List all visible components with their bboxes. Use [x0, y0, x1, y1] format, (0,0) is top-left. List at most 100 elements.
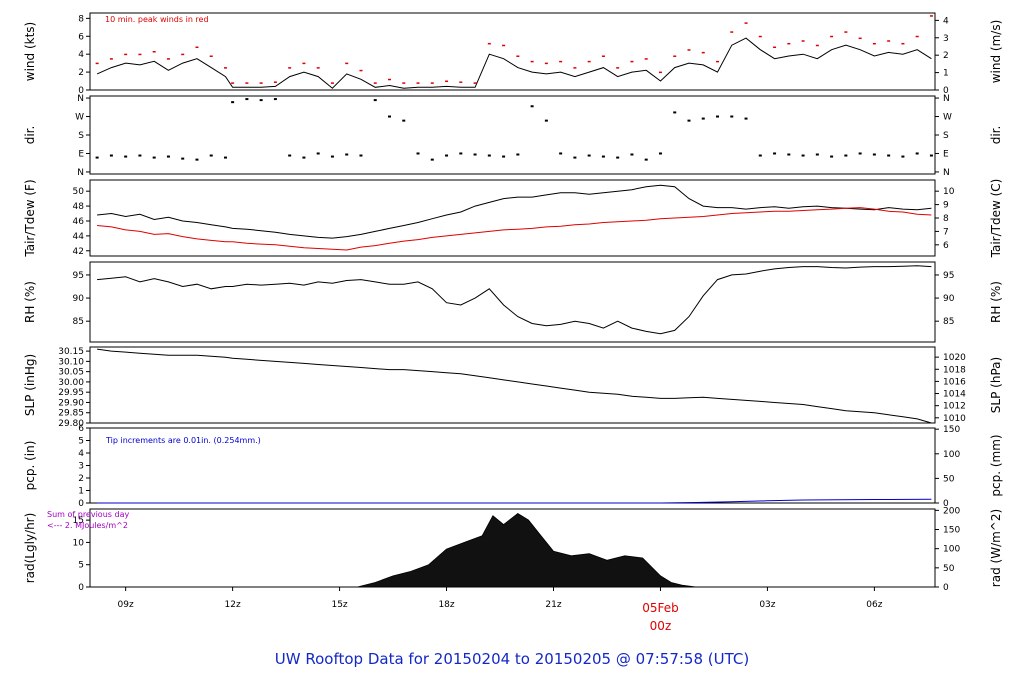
temp-right-tick-label: 8 [943, 214, 949, 224]
dir-point [858, 152, 862, 155]
wind-peak-mark [544, 62, 548, 65]
wind-peak-mark [430, 82, 434, 84]
x-day-label: 05Feb [642, 601, 679, 615]
wind-peak-mark [109, 58, 113, 60]
slp-left-tick-label: 30.10 [58, 357, 84, 367]
wind-peak-mark [330, 82, 334, 84]
wind-peak-mark [616, 67, 620, 69]
pcp-left-tick-label: 3 [78, 462, 84, 472]
dir-point [530, 105, 534, 108]
wind-peak-mark [587, 60, 591, 63]
dir-point [687, 119, 691, 122]
x-tick-label: 18z [438, 600, 454, 610]
dir-left-tick-label: E [78, 149, 84, 159]
rh-series-0 [97, 265, 932, 335]
dir-point [872, 153, 876, 156]
wind-peak-mark [245, 82, 249, 84]
dir-point [109, 154, 113, 157]
wind-peak-mark [373, 82, 377, 84]
dir-point [616, 156, 620, 159]
pcp-left-tick-label: 2 [78, 474, 84, 484]
wind-peak-mark [459, 81, 463, 83]
dir-right-tick-label: W [943, 113, 952, 123]
dir-point [459, 152, 463, 155]
wind-peak-mark [915, 35, 919, 38]
dir-ylabel-right: dir. [989, 126, 1003, 145]
wind-peak-mark [815, 44, 819, 47]
wind-peak-mark [858, 37, 862, 40]
pcp-right-tick-label: 0 [943, 499, 949, 509]
slp-series-0 [97, 348, 932, 424]
temp-ylabel: Tair/Tdew (F) [23, 179, 37, 257]
dir-point [245, 98, 249, 101]
dir-point [787, 153, 791, 156]
wind-right-tick-label: 4 [943, 16, 949, 26]
pcp-left-tick-label: 5 [78, 437, 84, 447]
rad-ylabel: rad(Lgly/hr) [23, 513, 37, 584]
temp-left-tick-label: 46 [73, 217, 85, 227]
rh-frame [89, 261, 936, 343]
pcp-right-tick-label: 150 [943, 425, 960, 435]
rad-annotation-2: <--- 2. MJoules/m^2 [47, 521, 128, 530]
wind-peak-mark [887, 40, 891, 42]
wind-peak-mark [345, 62, 349, 65]
wind-peak-mark [516, 55, 520, 57]
rad-annotation: Sum of previous day [47, 510, 129, 519]
pcp-left-tick-label: 6 [78, 424, 84, 434]
wind-peak-mark [716, 60, 720, 63]
dir-point [195, 158, 199, 161]
dir-point [209, 154, 213, 157]
rad-right-tick-label: 150 [943, 526, 960, 536]
dir-left-tick-label: W [75, 113, 84, 123]
pcp-ylabel: pcp. (in) [23, 441, 37, 491]
temp-right-tick-label: 7 [943, 227, 949, 237]
wind-peak-mark [316, 67, 320, 69]
dir-frame [89, 95, 936, 175]
dir-right-tick-label: N [943, 168, 950, 178]
wind-peak-mark [559, 60, 563, 63]
dir-point [516, 153, 520, 156]
rad-area [97, 513, 932, 588]
wind-peak-mark [758, 35, 762, 38]
wind-peak-mark [630, 60, 634, 63]
wind-peak-mark [872, 42, 876, 45]
wind-peak-mark [673, 55, 677, 57]
wind-peak-mark [487, 42, 491, 45]
rh-right-tick-label: 85 [943, 317, 954, 327]
wind-peak-mark [601, 55, 605, 57]
dir-point [416, 152, 420, 155]
dir-point [152, 156, 156, 159]
rh-right-tick-label: 90 [943, 294, 955, 304]
temp-left-tick-label: 42 [73, 247, 84, 257]
dir-point [273, 98, 277, 101]
temp-left-tick-label: 48 [73, 202, 85, 212]
rh-left-tick-label: 85 [73, 317, 84, 327]
wind-peak-mark [445, 80, 449, 83]
slp-left-tick-label: 29.95 [58, 388, 84, 398]
wind-peak-mark [730, 31, 734, 33]
dir-point [716, 115, 720, 118]
x-tick-label: 15z [331, 600, 347, 610]
wind-peak-mark [801, 40, 805, 42]
dir-point [316, 152, 320, 155]
rh-ylabel: RH (%) [23, 281, 37, 323]
rh-left-tick-label: 90 [73, 294, 85, 304]
chart-title: UW Rooftop Data for 20150204 to 20150205… [274, 650, 750, 668]
rad-right-tick-label: 200 [943, 506, 960, 516]
dir-point [601, 155, 605, 158]
wind-peak-mark [223, 67, 227, 69]
dir-right-tick-label: E [943, 149, 949, 159]
dir-point [95, 156, 99, 159]
wind-peak-mark [929, 15, 933, 17]
dir-point [345, 153, 349, 156]
slp-left-tick-label: 29.85 [58, 409, 84, 419]
dir-point [901, 155, 905, 158]
pcp-right-tick-label: 100 [943, 450, 960, 460]
rh-left-tick-label: 95 [73, 271, 84, 281]
wind-peak-mark [744, 22, 748, 24]
wind-peak-mark [416, 82, 420, 84]
wind-peak-mark [95, 62, 99, 65]
dir-point [815, 153, 819, 156]
rh-right-tick-label: 95 [943, 271, 954, 281]
dir-point [302, 156, 306, 159]
